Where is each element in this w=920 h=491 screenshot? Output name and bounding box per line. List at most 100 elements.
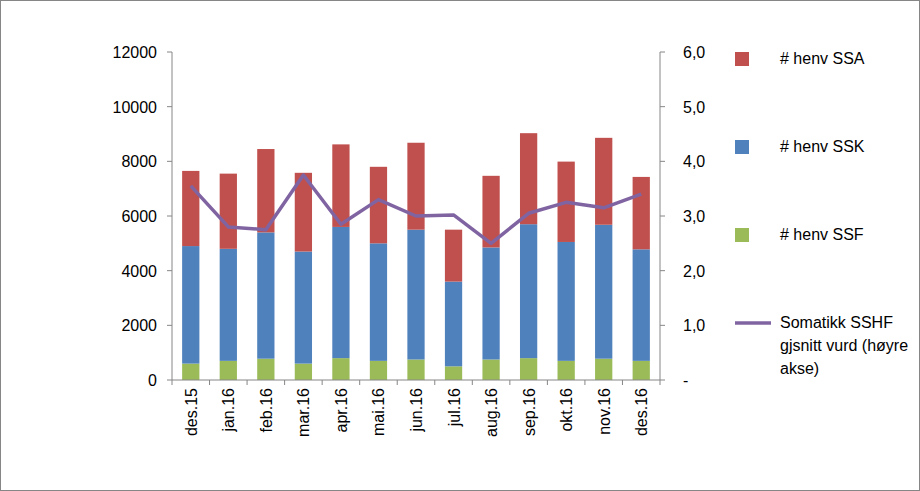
- y-tick-label: 12000: [113, 44, 158, 61]
- bar: [633, 361, 650, 380]
- x-tick: [660, 380, 661, 385]
- x-tick-label: jan.16: [220, 388, 237, 433]
- x-tick: [247, 380, 248, 385]
- y-tick: [167, 106, 172, 107]
- legend-label: # henv SSA: [780, 47, 912, 70]
- x-tick-label: okt.16: [558, 388, 575, 432]
- y-tick: [167, 270, 172, 271]
- bar: [295, 364, 312, 380]
- bar: [257, 359, 274, 380]
- plot-area: [182, 133, 650, 380]
- x-tick: [284, 380, 285, 385]
- legend-label: Somatikk SSHF gjsnitt vurd (høyre akse): [780, 311, 912, 380]
- bar: [332, 358, 349, 380]
- bar: [182, 246, 199, 364]
- bar: [482, 247, 499, 359]
- legend-label: # henv SSF: [780, 223, 912, 246]
- legend-swatch: [735, 140, 749, 154]
- y2-tick: [660, 380, 665, 381]
- y-tick-label: 2000: [121, 317, 157, 334]
- y2-tick: [660, 106, 665, 107]
- bar: [445, 230, 462, 282]
- bar: [633, 177, 650, 249]
- x-tick: [509, 380, 510, 385]
- bar: [445, 282, 462, 367]
- bar: [633, 249, 650, 361]
- x-axis: [172, 380, 660, 381]
- y-tick-label: 0: [148, 372, 157, 389]
- x-tick: [584, 380, 585, 385]
- bar: [332, 227, 349, 358]
- bar: [520, 358, 537, 380]
- y-tick-label: 10000: [113, 99, 158, 116]
- y2-tick-label: 1,0: [683, 317, 705, 334]
- frame: [1, 1, 920, 491]
- y2-tick: [660, 270, 665, 271]
- bar: [595, 359, 612, 380]
- bar: [482, 360, 499, 381]
- bar: [220, 174, 237, 249]
- y-tick-label: 4000: [121, 263, 157, 280]
- bar: [520, 224, 537, 358]
- legend-swatch: [735, 228, 749, 242]
- y2-tick: [660, 161, 665, 162]
- legend-line: [735, 321, 771, 325]
- bar: [182, 364, 199, 380]
- bar: [182, 171, 199, 246]
- x-tick: [622, 380, 623, 385]
- line: [191, 175, 641, 243]
- bar: [220, 249, 237, 361]
- legend-label: # henv SSK: [780, 135, 912, 158]
- x-tick: [359, 380, 360, 385]
- x-tick-label: aug.16: [483, 388, 500, 437]
- y2-tick-label: 2,0: [683, 263, 705, 280]
- x-tick-label: des.16: [633, 388, 650, 436]
- x-tick: [547, 380, 548, 385]
- bar: [407, 360, 424, 381]
- x-tick: [322, 380, 323, 385]
- x-tick: [472, 380, 473, 385]
- bar: [445, 366, 462, 380]
- y-tick: [167, 216, 172, 217]
- y2-tick-label: 5,0: [683, 99, 705, 116]
- x-tick-label: mar.16: [295, 388, 312, 437]
- bar: [220, 361, 237, 380]
- x-tick-label: jul.16: [446, 388, 463, 427]
- bar: [370, 243, 387, 361]
- x-tick-label: mai.16: [370, 388, 387, 436]
- y2-tick-label: -: [683, 372, 688, 389]
- y-tick: [167, 52, 172, 53]
- bar: [295, 252, 312, 364]
- y-tick: [167, 325, 172, 326]
- y-tick: [167, 161, 172, 162]
- chart-wrap: 0 2000 4000 6000 8000 10000 12000 - 1,0 2,0 3,0 4,0…: [0, 0, 920, 491]
- y2-tick: [660, 216, 665, 217]
- x-tick-label: feb.16: [258, 388, 275, 433]
- x-tick-label: des.15: [183, 388, 200, 436]
- x-tick: [397, 380, 398, 385]
- y-tick-label: 6000: [121, 208, 157, 225]
- legend-swatch: [735, 52, 749, 66]
- x-tick-label: apr.16: [333, 388, 350, 433]
- bar: [370, 361, 387, 380]
- bar: [595, 225, 612, 359]
- y-tick: [167, 380, 172, 381]
- x-tick-label: nov.16: [596, 388, 613, 435]
- x-tick-label: jun.16: [408, 388, 425, 433]
- y2-tick: [660, 325, 665, 326]
- bar: [558, 242, 575, 361]
- x-tick: [434, 380, 435, 385]
- bar: [407, 230, 424, 360]
- x-tick: [172, 380, 173, 385]
- y2-tick-label: 4,0: [683, 153, 705, 170]
- chart: 0 2000 4000 6000 8000 10000 12000 - 1,0 2,0 3,0 4,0…: [0, 0, 920, 491]
- y-tick-label: 8000: [121, 153, 157, 170]
- x-tick-label: sep.16: [521, 388, 538, 436]
- bar: [558, 361, 575, 380]
- y2-tick-label: 6,0: [683, 44, 705, 61]
- y2-tick: [660, 52, 665, 53]
- bar: [595, 138, 612, 225]
- bar: [257, 232, 274, 358]
- y2-tick-label: 3,0: [683, 208, 705, 225]
- x-tick: [209, 380, 210, 385]
